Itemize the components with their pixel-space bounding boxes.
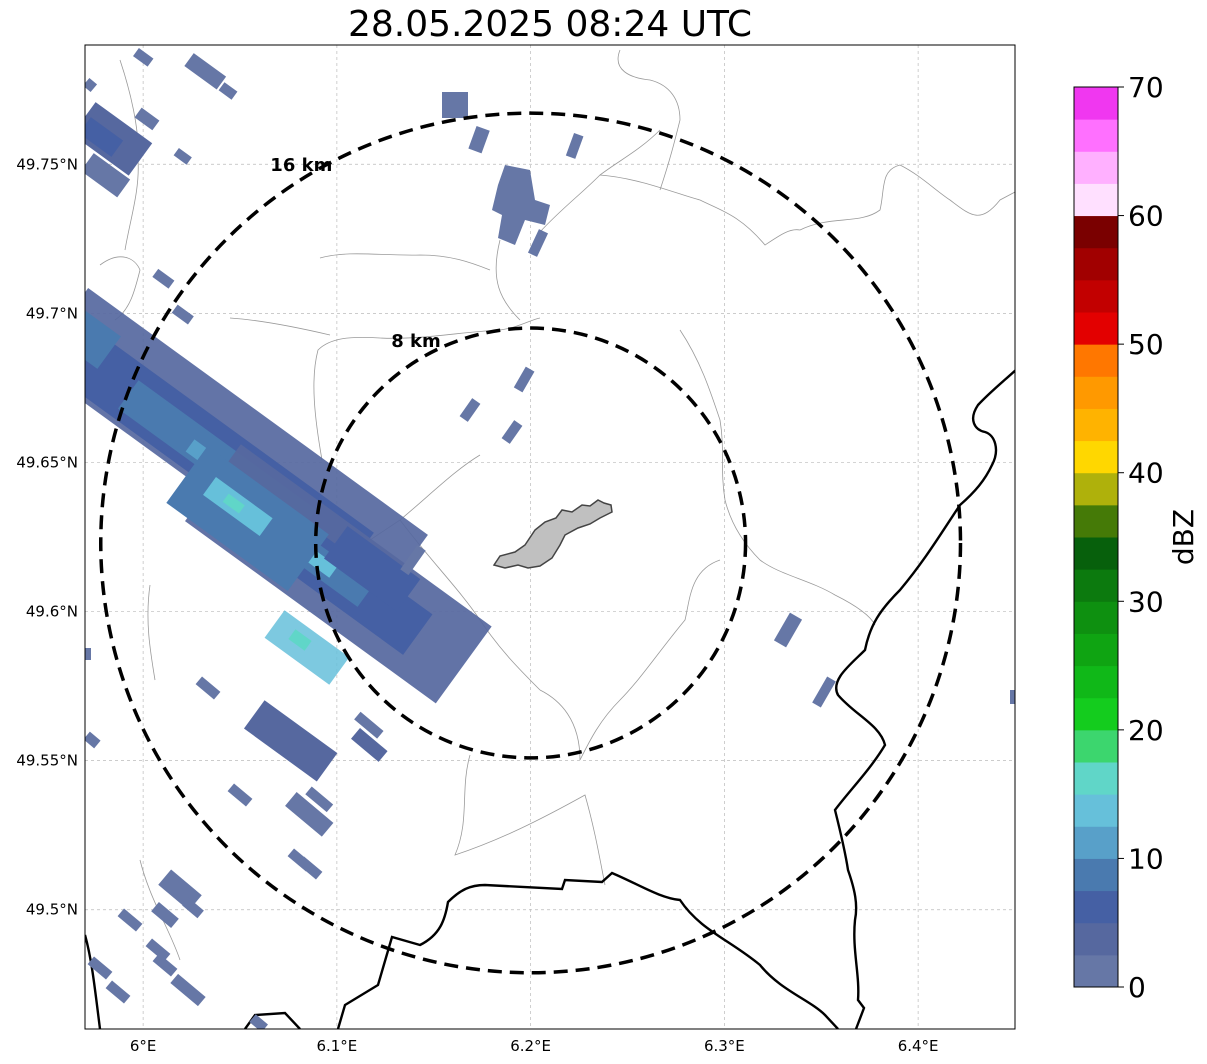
colorbar-segment	[1074, 344, 1118, 377]
colorbar-segment	[1074, 504, 1118, 538]
colorbar-segment	[1074, 183, 1118, 217]
colorbar-segment	[1074, 312, 1118, 345]
lon-tick-label: 6.4°E	[898, 1037, 939, 1055]
colorbar-segment	[1074, 858, 1118, 892]
lat-tick-label: 49.65°N	[16, 453, 78, 471]
colorbar-segment	[1074, 87, 1118, 120]
colorbar-segment	[1074, 247, 1118, 281]
colorbar-segment	[1074, 537, 1118, 570]
range-ring-16km	[99, 111, 963, 975]
colorbar-segment	[1074, 215, 1118, 249]
colorbar-tick-label: 10	[1128, 842, 1164, 875]
colorbar-segment	[1074, 954, 1118, 988]
lat-tick-label: 49.75°N	[16, 155, 78, 173]
gridlines	[85, 45, 1015, 1029]
colorbar-segment	[1074, 279, 1118, 313]
range-ring-8km	[313, 326, 748, 760]
colorbar-segment	[1074, 665, 1118, 699]
colorbar-tick-label: 60	[1128, 200, 1164, 233]
lon-tick-label: 6.3°E	[704, 1037, 745, 1055]
lat-tick-label: 49.5°N	[26, 901, 78, 919]
range-rings	[99, 111, 963, 975]
colorbar-segment	[1074, 922, 1118, 956]
axis-tick-labels: 6°E 6.1°E 6.2°E 6.3°E 6.4°E 49.75°N 49.7°N 49.6…	[16, 155, 938, 1055]
colorbar-segment	[1074, 794, 1118, 827]
colorbar-tick-label: 50	[1128, 328, 1164, 361]
radar-reflectivity-layer	[85, 48, 1015, 1029]
colorbar-segment	[1074, 376, 1118, 409]
lat-tick-label: 49.7°N	[26, 304, 78, 322]
colorbar-segment	[1074, 440, 1118, 474]
colorbar-segment	[1074, 729, 1118, 763]
range-ring-label: 8 km	[391, 331, 441, 352]
colorbar-segment	[1074, 890, 1118, 924]
colorbar-segment	[1074, 697, 1118, 731]
colorbar-segment	[1074, 601, 1118, 634]
lat-tick-label: 49.6°N	[26, 603, 78, 621]
colorbar-frame	[1073, 86, 1119, 988]
colorbar-segment	[1074, 119, 1118, 152]
colorbar-segment	[1074, 472, 1118, 506]
colorbar-segment	[1074, 826, 1118, 859]
colorbar-tick-label: 40	[1128, 457, 1164, 490]
colorbar-tick-label: 30	[1128, 585, 1164, 618]
map-title: 28.05.2025 08:24 UTC	[347, 4, 753, 45]
lon-tick-label: 6.2°E	[510, 1037, 551, 1055]
range-ring-label: 16 km	[270, 155, 332, 176]
lon-tick-label: 6.1°E	[316, 1037, 357, 1055]
colorbar-segment	[1074, 569, 1118, 602]
lon-tick-label: 6°E	[130, 1037, 157, 1055]
lat-tick-label: 49.55°N	[16, 752, 78, 770]
range-ring-labels: 8 km 16 km	[270, 155, 440, 352]
colorbar-tick-label: 70	[1128, 71, 1164, 104]
colorbar-tick-label: 0	[1128, 971, 1146, 1004]
colorbar-segment	[1074, 633, 1118, 667]
colorbar-tick-label: 20	[1128, 714, 1164, 747]
colorbar-segment	[1074, 408, 1118, 442]
colorbar-segment	[1074, 151, 1118, 184]
city-polygon	[492, 499, 613, 569]
colorbar: 0 10 20 30 40 50 60 70 dBZ	[1073, 71, 1200, 1004]
colorbar-label: dBZ	[1167, 509, 1200, 565]
plot-frame	[84, 44, 1016, 1030]
colorbar-segment	[1074, 762, 1118, 795]
plot-area[interactable]: 8 km 16 km	[20, 44, 1018, 1032]
